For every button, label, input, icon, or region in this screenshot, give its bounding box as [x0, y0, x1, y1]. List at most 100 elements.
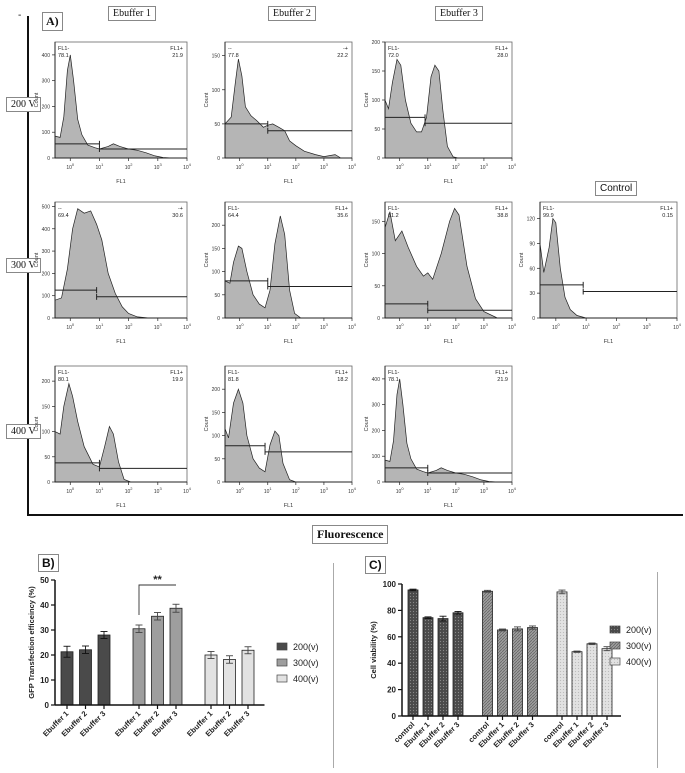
bar-400(v)-ebuffer-2 [586, 643, 598, 717]
gate-negative-value: 69.4 [58, 213, 69, 219]
gate-negative-value: 61.2 [388, 213, 399, 219]
panel-c-label: C) [365, 556, 386, 574]
y-tick-label: 200 [212, 387, 221, 393]
y-tick-label: 300 [42, 79, 51, 85]
y-tick-label: 200 [42, 104, 51, 110]
x-tick-label: 101 [424, 486, 433, 495]
y-tick-label: 0 [532, 316, 535, 322]
y-tick-label: 150 [372, 219, 381, 225]
y-tick-label: 150 [212, 54, 221, 60]
y-tick-label: 0 [377, 156, 380, 162]
x-tick-label: 104 [183, 486, 192, 495]
gate-positive-value: 0.15 [662, 213, 673, 219]
bar-300(v)-control [482, 590, 493, 717]
y-tick-label: 200 [42, 271, 51, 277]
gate-negative-value: 81.8 [228, 377, 239, 383]
histogram-area [384, 207, 498, 319]
bar-400(v)-ebuffer-2 [223, 659, 236, 706]
gate-positive-label: -+ [178, 206, 183, 212]
gate-negative-label: -- [228, 46, 232, 52]
x-tick-label: 101 [264, 162, 273, 171]
y-tick-label: 100 [372, 454, 381, 460]
y-tick-label: 0 [377, 316, 380, 322]
y-tick-label: 100 [42, 130, 51, 136]
x-tick-label: 102 [613, 322, 622, 331]
gate-positive-value: 22.2 [337, 53, 348, 59]
legend-swatch-400(v) [276, 674, 288, 683]
gate-negative-label: FL1- [388, 206, 399, 212]
gate-positive-value: 21.9 [172, 53, 183, 59]
gate-positive-value: 38.8 [497, 213, 508, 219]
bar-300(v)-ebuffer-2 [151, 615, 164, 706]
x-tick-label: 100 [236, 322, 245, 331]
bar-300(v)-ebuffer-1 [132, 628, 146, 706]
bar-200(v)-ebuffer-2 [437, 618, 449, 717]
x-axis-label: FL1 [444, 179, 453, 185]
y-tick-label: 100 [42, 294, 51, 300]
y-tick-label: 50 [374, 284, 380, 290]
fluorescence-label: Fluorescence [312, 525, 389, 544]
histogram-area [54, 382, 132, 483]
y-tick-label: 40 [40, 601, 49, 610]
gate-negative-label: FL1- [228, 370, 239, 376]
x-tick-label: 102 [452, 162, 461, 171]
x-tick-label: 103 [480, 486, 489, 495]
gate-negative-value: 99.9 [543, 213, 554, 219]
y-tick-label: 100 [372, 98, 381, 104]
y-tick-label: 500 [42, 204, 51, 210]
y-tick-label: 0 [217, 156, 220, 162]
y-tick-label: 10 [40, 676, 49, 685]
x-tick-label: 101 [264, 322, 273, 331]
bar-chart-transfection: 0 10 20 30 40 50 GFP Transfection efficeincy (… [27, 574, 319, 738]
gate-positive-label: FL1+ [495, 46, 508, 52]
x-tick-label: 100 [66, 162, 75, 171]
y-tick-label: 150 [372, 69, 381, 75]
gate-positive-value: 18.2 [337, 377, 348, 383]
gate-positive-label: FL1+ [170, 46, 183, 52]
y-tick-label: 100 [212, 270, 221, 276]
histogram-ebuffer1-400v: 0 50 100 150 200 100 101 102 103 104 FL1 Count FL1-8… [34, 365, 192, 509]
y-axis-label: Count [364, 416, 370, 431]
histogram-area [224, 215, 302, 319]
y-tick-label: 60 [387, 633, 396, 642]
x-axis-label: FL1 [604, 339, 613, 345]
x-tick-label: 104 [183, 322, 192, 331]
column-header-ebuffer-3: Ebuffer 3 [435, 6, 483, 21]
y-tick-label: 0 [217, 316, 220, 322]
x-tick-label: 104 [508, 162, 517, 171]
legend-label-300(v): 300(v) [293, 658, 319, 668]
y-tick-label: 0 [47, 156, 50, 162]
x-axis-label: FL1 [444, 503, 453, 509]
y-tick-label: 200 [372, 428, 381, 434]
bar-400(v)-control [556, 591, 568, 717]
y-axis-label: Count [204, 252, 210, 267]
x-tick-label: 103 [154, 486, 163, 495]
y-tick-label: 90 [529, 241, 535, 247]
y-tick-label: 0 [217, 480, 220, 486]
gate-negative-value: 78.1 [58, 53, 69, 59]
legend-swatch-200(v) [609, 625, 621, 634]
gate-negative-value: 64.4 [228, 213, 239, 219]
y-tick-label: 50 [214, 122, 220, 128]
divider-right [657, 572, 658, 768]
x-tick-label: 102 [125, 486, 134, 495]
x-tick-label: 103 [154, 162, 163, 171]
legend-label-200(v): 200(v) [626, 625, 652, 635]
gate-positive-label: -+ [343, 46, 348, 52]
histogram-ebuffer3-300v: 0 50 100 150 100 101 102 103 104 FL1 Count FL1-61.2… [364, 201, 517, 345]
y-tick-label: 0 [45, 701, 50, 710]
x-tick-label: 102 [292, 162, 301, 171]
x-tick-label: 103 [480, 322, 489, 331]
gate-positive-value: 19.9 [172, 377, 183, 383]
y-axis-label: GFP Transfection efficeincy (%) [27, 586, 36, 699]
bar-200(v)-ebuffer-2 [79, 649, 92, 706]
row-header-400v: 400 V [6, 424, 41, 439]
panel-a-bottom-line [27, 514, 683, 516]
x-tick-label: 104 [348, 486, 357, 495]
gate-positive-label: FL1+ [335, 206, 348, 212]
bar-400(v)-ebuffer-1 [571, 651, 583, 717]
y-tick-label: 50 [44, 455, 50, 461]
gate-positive-value: 21.9 [497, 377, 508, 383]
x-tick-label: 104 [348, 322, 357, 331]
y-tick-label: 0 [377, 480, 380, 486]
